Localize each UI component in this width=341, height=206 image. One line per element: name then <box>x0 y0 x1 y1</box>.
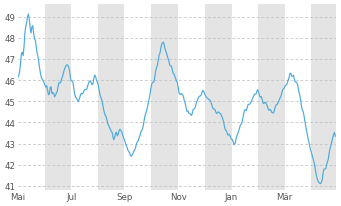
Bar <box>45 5 71 190</box>
Bar <box>311 5 336 190</box>
Bar <box>205 5 232 190</box>
Bar <box>258 5 285 190</box>
Bar <box>151 5 178 190</box>
Bar <box>98 5 124 190</box>
